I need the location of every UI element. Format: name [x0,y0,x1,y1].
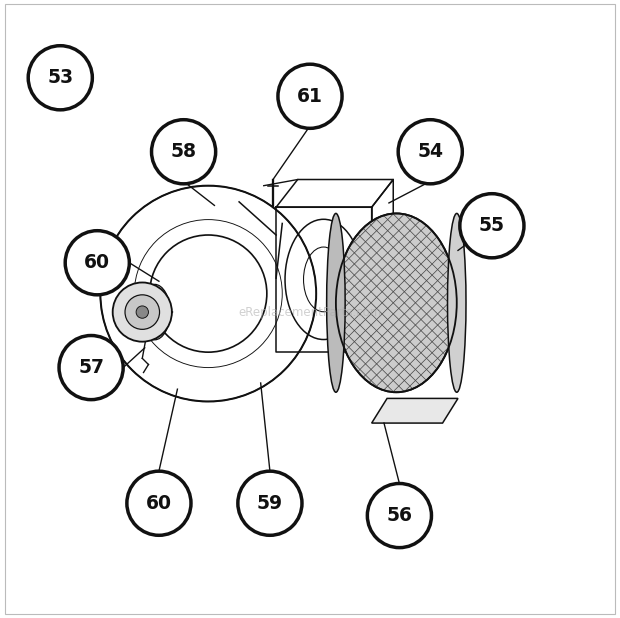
Circle shape [278,64,342,129]
Polygon shape [371,399,458,423]
Ellipse shape [327,213,345,392]
Circle shape [367,483,432,548]
Circle shape [65,231,130,295]
Text: 54: 54 [417,142,443,161]
Circle shape [28,46,92,110]
Text: 60: 60 [84,253,110,273]
Text: eReplacementParts.com: eReplacementParts.com [238,305,382,319]
Circle shape [125,295,159,329]
Ellipse shape [336,213,457,392]
Circle shape [59,336,123,400]
Text: 58: 58 [170,142,197,161]
Circle shape [127,471,191,535]
Text: 56: 56 [386,506,412,525]
Text: 55: 55 [479,216,505,235]
Circle shape [238,471,302,535]
Circle shape [460,193,524,258]
Ellipse shape [448,213,466,392]
Circle shape [136,306,148,318]
Ellipse shape [140,284,170,340]
Circle shape [151,120,216,184]
Text: 61: 61 [297,87,323,106]
Text: 57: 57 [78,358,104,377]
Text: 59: 59 [257,494,283,513]
Circle shape [398,120,463,184]
Text: 53: 53 [47,68,73,87]
Circle shape [113,282,172,342]
Text: 60: 60 [146,494,172,513]
